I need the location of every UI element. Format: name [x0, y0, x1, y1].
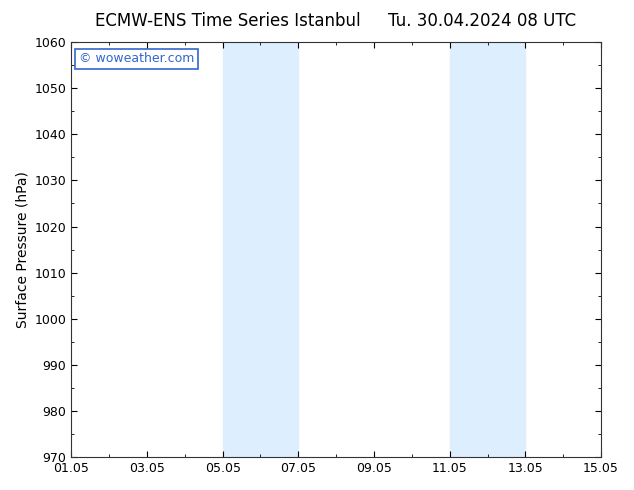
Text: ECMW-ENS Time Series Istanbul: ECMW-ENS Time Series Istanbul [96, 12, 361, 30]
Text: © woweather.com: © woweather.com [79, 52, 195, 66]
Bar [450, 42, 526, 457]
Text: Tu. 30.04.2024 08 UTC: Tu. 30.04.2024 08 UTC [388, 12, 576, 30]
Bar [223, 42, 299, 457]
Y-axis label: Surface Pressure (hPa): Surface Pressure (hPa) [15, 171, 29, 328]
